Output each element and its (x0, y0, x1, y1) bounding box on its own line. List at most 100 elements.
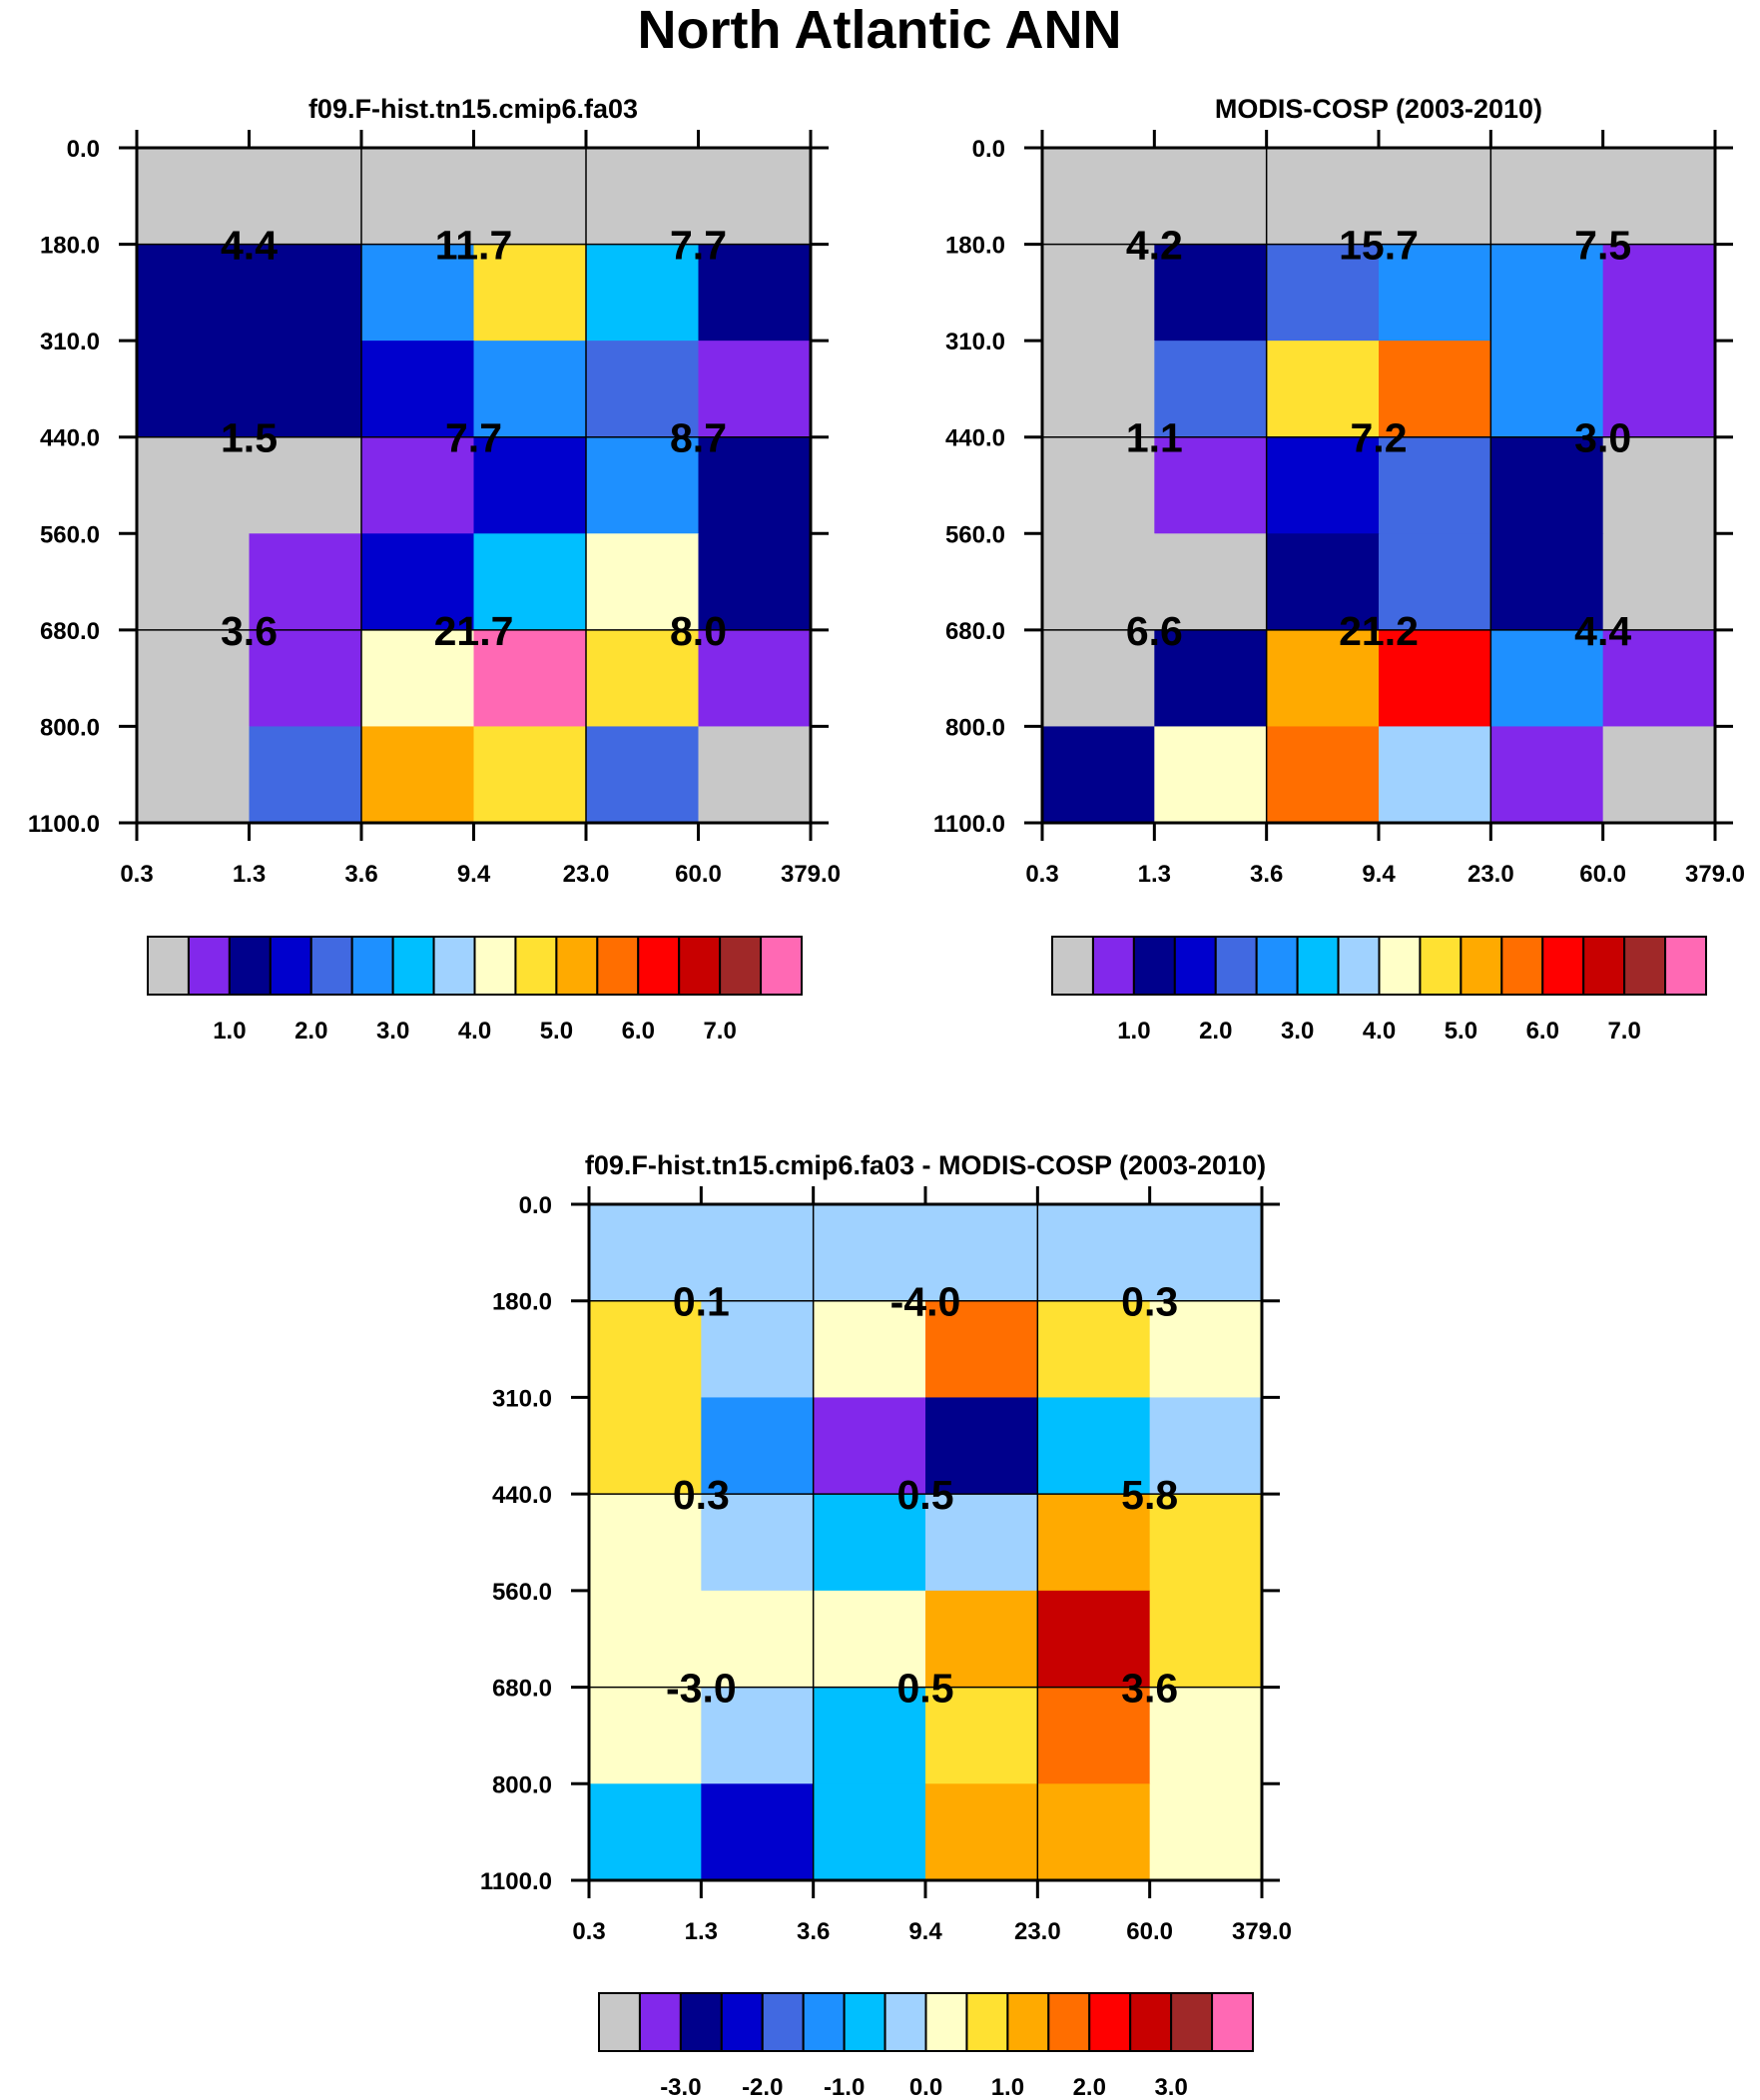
colorbar-label: 2.0 (294, 1018, 327, 1045)
colorbar-box (473, 936, 517, 996)
y-tick-label: 560.0 (945, 521, 1005, 548)
colorbar-label: 6.0 (1526, 1018, 1559, 1045)
colorbar-label: 3.0 (376, 1018, 409, 1045)
heatmap-cell (925, 1494, 1038, 1592)
colorbar-box (1378, 936, 1422, 996)
colorbar-label: 7.0 (1607, 1018, 1640, 1045)
y-tick-label: 1100.0 (28, 811, 100, 838)
colorbar-box (1664, 936, 1707, 996)
heatmap-cell (589, 1300, 702, 1399)
heatmap-cell (1154, 244, 1268, 342)
heatmap-cell (1266, 533, 1380, 631)
colorbar-label: -3.0 (660, 2074, 701, 2100)
heatmap-cell (1490, 436, 1604, 534)
heatmap-cell (473, 341, 587, 438)
heatmap-cell (589, 1783, 702, 1881)
heatmap-cell (1042, 726, 1155, 824)
colorbar-box (1170, 1992, 1214, 2052)
heatmap-cell (813, 1590, 926, 1689)
heatmap-cell (249, 244, 362, 342)
colorbar-box (1337, 936, 1381, 996)
colorbar-box (637, 936, 681, 996)
x-tick-label: 3.6 (344, 861, 377, 888)
panel-model: f09.F-hist.tn15.cmip6.fa03 0.0 180.0 310.0 4… (28, 94, 841, 1045)
heatmap-cell (1154, 148, 1268, 246)
data-label: 21.7 (434, 608, 514, 654)
heatmap-cell (1037, 1687, 1151, 1784)
heatmap-cell (589, 1494, 702, 1592)
data-label: 0.3 (1121, 1279, 1178, 1325)
heatmap-cell (1602, 533, 1716, 631)
heatmap-cell (1379, 629, 1491, 728)
heatmap-cell (1149, 1494, 1263, 1592)
heatmap-cell (813, 1300, 926, 1399)
heatmap-cell (249, 436, 362, 534)
colorbar-label: 2.0 (1199, 1018, 1232, 1045)
panel-diff: f09.F-hist.tn15.cmip6.fa03 - MODIS-COSP … (480, 1150, 1292, 2100)
colorbar-box (679, 1992, 723, 2052)
x-tick-label: 9.4 (908, 1918, 942, 1945)
data-label: 0.5 (897, 1666, 954, 1712)
heatmap-cell (249, 148, 362, 246)
heatmap-cell (925, 1300, 1038, 1399)
colorbar-box (1541, 936, 1585, 996)
colorbar-box (187, 936, 231, 996)
heatmap-cell (586, 629, 700, 728)
colorbar-box (802, 1992, 846, 2052)
colorbar-box (1051, 936, 1094, 996)
y-tick-label: 310.0 (945, 329, 1005, 355)
colorbar-label: 0.0 (909, 2074, 942, 2100)
heatmap-cell (361, 244, 475, 342)
data-label: 7.7 (670, 223, 727, 269)
colorbar-box (1091, 936, 1135, 996)
colorbar-box (1623, 936, 1667, 996)
x-tick-label: 23.0 (1014, 1918, 1061, 1945)
heatmap-cell (137, 436, 251, 534)
heatmap-cell (1490, 244, 1604, 342)
heatmap-cell (249, 533, 362, 631)
heatmap-cell (698, 436, 812, 534)
colorbar-box (1214, 936, 1258, 996)
y-tick-label: 800.0 (492, 1771, 552, 1798)
chart-title: MODIS-COSP (2003-2010) (1215, 94, 1542, 124)
colorbar-box (1047, 1992, 1091, 2052)
colorbar-label: 1.0 (991, 2074, 1024, 2100)
x-tick-label: 23.0 (1467, 861, 1514, 888)
data-label: 6.6 (1126, 608, 1183, 654)
heatmap-cell (361, 726, 475, 824)
heatmap-cell (1266, 148, 1380, 246)
heatmap-cell (137, 533, 251, 631)
colorbar-box (883, 1992, 927, 2052)
heatmap-cell (698, 533, 812, 631)
heatmap-cell (1266, 244, 1380, 342)
y-tick-label: 310.0 (492, 1385, 552, 1412)
colorbar-label: 4.0 (458, 1018, 491, 1045)
data-label: 3.6 (1121, 1666, 1178, 1712)
colorbar-box (596, 936, 640, 996)
heatmap-cell (1149, 1687, 1263, 1784)
data-label: -4.0 (890, 1279, 961, 1325)
data-label: 21.2 (1339, 608, 1419, 654)
x-tick-label: 23.0 (563, 861, 610, 888)
colorbar-box (228, 936, 272, 996)
heatmap-cell (1266, 726, 1380, 824)
colorbar-box (924, 1992, 968, 2052)
colorbar-box (1460, 936, 1503, 996)
colorbar-label: 1.0 (213, 1018, 246, 1045)
heatmap-cell (698, 148, 812, 246)
data-label: 3.0 (1574, 415, 1631, 461)
panel-obs: MODIS-COSP (2003-2010) 0.0 180.0 310.0 440.0… (933, 94, 1745, 1045)
heatmap-cell (361, 148, 475, 246)
data-label: 4.4 (1574, 608, 1631, 654)
heatmap-cell (1379, 533, 1491, 631)
heatmap-cell (925, 1397, 1038, 1495)
heatmap-cell (701, 1687, 815, 1784)
colorbar-box (965, 1992, 1009, 2052)
heatmap-cell (1602, 436, 1716, 534)
heatmap-cell (813, 1687, 926, 1784)
heatmap-cell (1042, 341, 1155, 438)
heatmap-cell (361, 533, 475, 631)
colorbar-box (638, 1992, 682, 2052)
y-tick-label: 1100.0 (933, 811, 1005, 838)
